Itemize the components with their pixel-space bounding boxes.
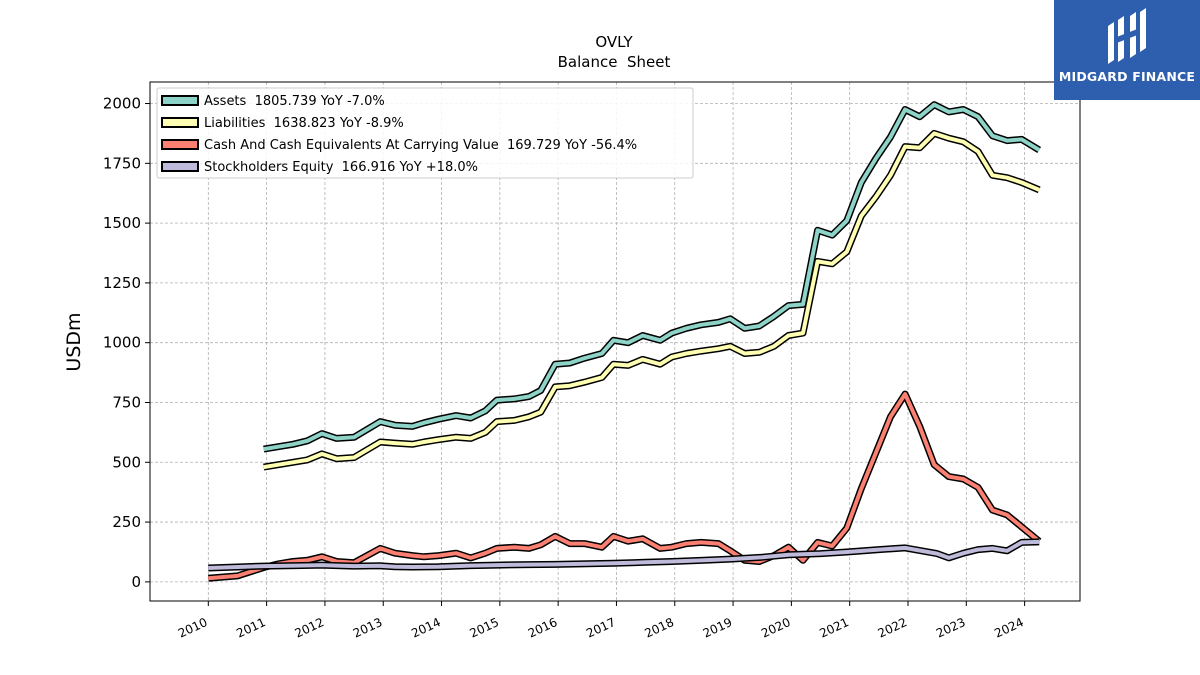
chart-subtitle: Balance Sheet [558, 53, 671, 71]
series-line-3 [208, 539, 1040, 570]
chart-title: OVLY [595, 33, 633, 51]
plot-frame [149, 81, 1081, 602]
x-axis-ticks: 2010 2011 2012 2013 2014 2015 2016 2017 2018 2019… [176, 601, 1026, 641]
legend-swatch [161, 161, 199, 172]
legend-box [156, 87, 694, 179]
x-tick-label: 2012 [293, 615, 327, 641]
x-tick-label: 2017 [584, 615, 618, 641]
y-tick-label: 2000 [103, 95, 141, 113]
legend-swatch [161, 139, 199, 150]
logo-mark-icon [1108, 8, 1146, 64]
series-outline-1 [263, 129, 1041, 471]
y-axis-ticks: 0 250 500 750 1000 1250 1500 1750 2000 [103, 95, 150, 591]
y-tick-label: 250 [112, 513, 141, 531]
x-tick-label: 2015 [468, 615, 502, 641]
x-tick-label: 2022 [876, 615, 910, 641]
y-tick-label: 500 [112, 453, 141, 471]
series-line-2 [208, 392, 1041, 581]
y-tick-label: 1000 [103, 334, 141, 352]
chart-legend: Assets 1805.739 YoY -7.0% Liabilities 163… [156, 87, 694, 179]
x-tick-label: 2021 [817, 615, 851, 641]
y-tick-label: 750 [112, 393, 141, 411]
legend-label: Stockholders Equity 166.916 YoY +18.0% [204, 160, 478, 175]
legend-swatch [161, 117, 199, 128]
y-tick-label: 1750 [103, 154, 141, 172]
x-tick-label: 2018 [642, 615, 676, 641]
legend-label: Liabilities 1638.823 YoY -8.9% [204, 116, 404, 131]
x-tick-label: 2011 [234, 615, 268, 641]
x-tick-label: 2013 [351, 615, 385, 641]
y-tick-label: 1500 [103, 214, 141, 232]
y-tick-label: 1250 [103, 274, 141, 292]
x-tick-label: 2016 [526, 615, 560, 641]
x-tick-label: 2024 [992, 615, 1026, 641]
legend-label: Cash And Cash Equivalents At Carrying Va… [204, 138, 637, 153]
x-tick-label: 2014 [409, 615, 443, 641]
x-tick-label: 2010 [176, 615, 210, 641]
y-tick-label: 0 [131, 573, 141, 591]
series-layer [208, 101, 1042, 582]
y-axis-label: USDm [63, 312, 85, 371]
legend-swatch [161, 95, 199, 106]
series-line-0 [263, 102, 1041, 452]
legend-label: Assets 1805.739 YoY -7.0% [204, 94, 385, 109]
x-tick-label: 2023 [934, 615, 968, 641]
x-tick-label: 2020 [759, 615, 793, 641]
midgard-finance-logo: MIDGARD FINANCE [1054, 0, 1200, 100]
x-tick-label: 2019 [701, 615, 735, 641]
series-line-1 [263, 131, 1040, 470]
